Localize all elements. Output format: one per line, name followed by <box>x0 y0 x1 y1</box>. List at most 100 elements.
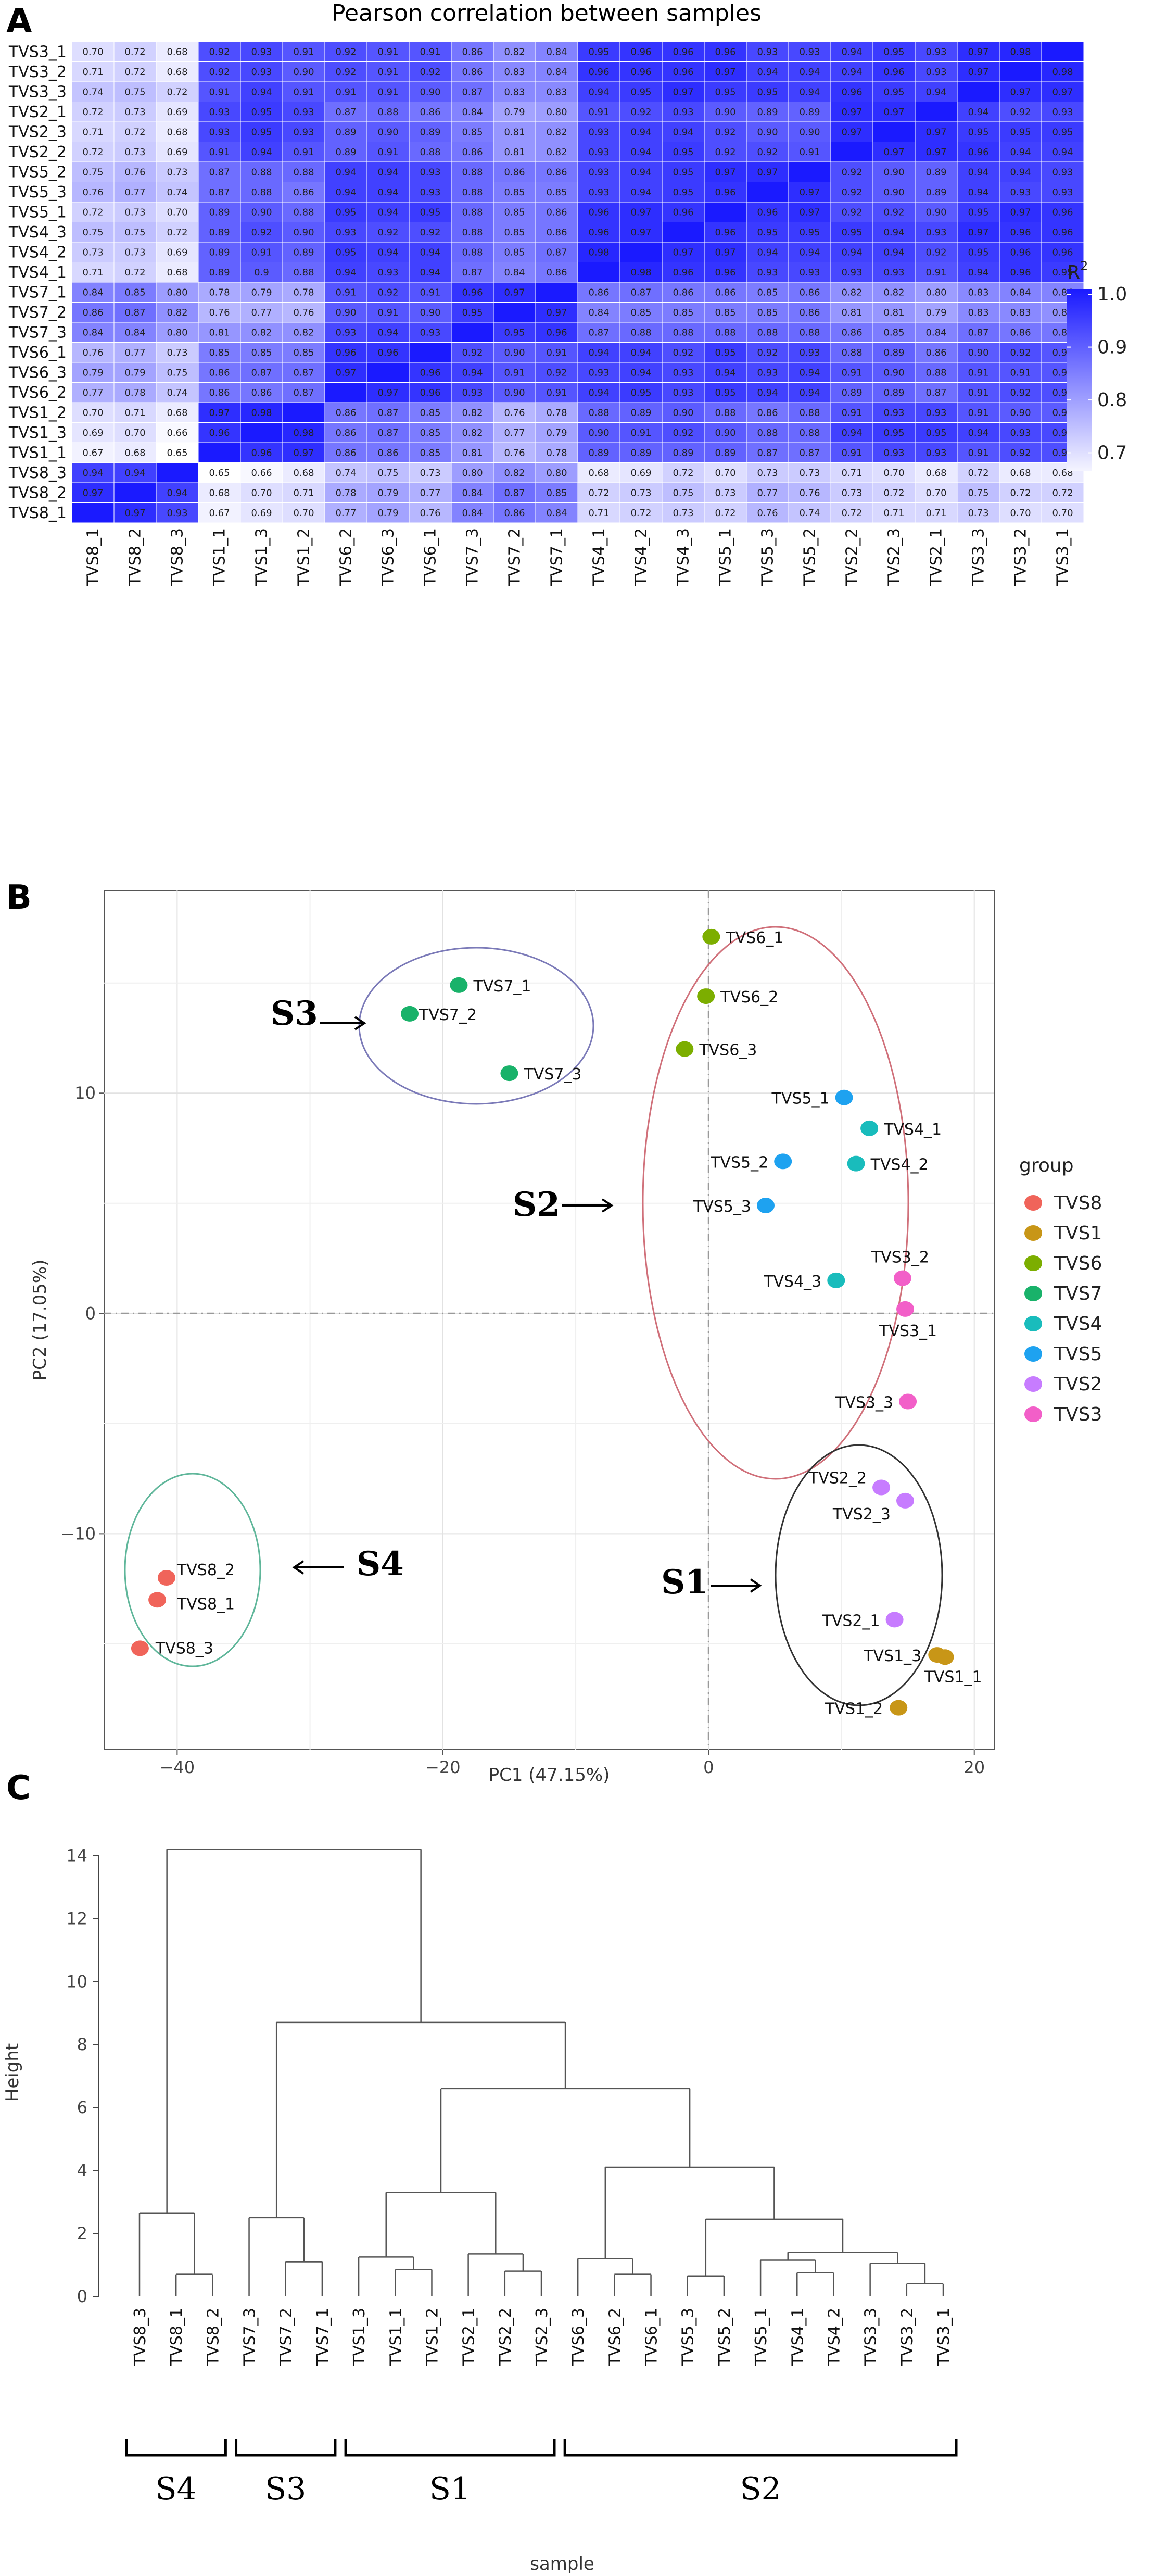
pca-legend-label: TVS7 <box>1054 1283 1102 1304</box>
heatmap-cell <box>71 202 115 222</box>
heatmap-cell <box>915 322 958 343</box>
heatmap-cell-value: 0.68 <box>167 127 187 137</box>
heatmap-cell-value: 0.75 <box>124 227 145 238</box>
heatmap-cell-value: 0.72 <box>124 127 145 137</box>
heatmap-cell-value: 0.92 <box>841 167 862 178</box>
heatmap-row-label: TVS6_1 <box>8 344 67 362</box>
pca-point <box>757 1198 775 1213</box>
heatmap-cell <box>830 502 873 523</box>
heatmap-cell <box>324 502 367 523</box>
heatmap-cell-value: 0.93 <box>588 187 609 198</box>
heatmap-cell <box>788 462 831 483</box>
heatmap-cell <box>957 302 1000 323</box>
heatmap-col-label: TVS3_3 <box>970 528 988 586</box>
cluster-annotation: S2 <box>513 1185 560 1224</box>
heatmap-cell <box>704 102 747 122</box>
pca-point-label: TVS1_3 <box>863 1647 921 1665</box>
heatmap-cell-value: 0.79 <box>251 287 272 298</box>
cluster-arrow-head <box>292 1560 305 1575</box>
heatmap-cell-value: 0.81 <box>841 307 862 318</box>
heatmap-cell <box>746 102 789 122</box>
heatmap-cell-value: 0.91 <box>251 247 272 258</box>
heatmap-cell-value: 0.94 <box>841 46 862 57</box>
heatmap-cell-value: 0.94 <box>251 86 272 97</box>
heatmap-cell <box>957 41 1000 62</box>
heatmap-cell-value: 0.89 <box>209 227 230 238</box>
heatmap-cell <box>872 222 916 243</box>
heatmap-cell-value: 0.72 <box>1052 487 1073 498</box>
heatmap-cell-value: 0.76 <box>124 167 145 178</box>
heatmap-cell <box>577 161 620 182</box>
heatmap-cell <box>156 142 199 162</box>
pca-point <box>899 1393 917 1410</box>
heatmap-cell <box>999 102 1042 122</box>
heatmap-cell-value: 0.96 <box>841 86 862 97</box>
cluster-arrow-head <box>601 1198 614 1213</box>
heatmap-cell-value: 0.94 <box>377 207 398 218</box>
pca-legend-label: TVS4 <box>1054 1313 1102 1335</box>
heatmap-cell <box>240 161 283 182</box>
heatmap-cell <box>409 242 452 262</box>
heatmap-cell-value: 0.68 <box>167 46 187 57</box>
heatmap-cell-value: 0.77 <box>335 508 356 519</box>
heatmap-cell <box>198 502 241 523</box>
heatmap-cell-value: 0.85 <box>420 447 440 458</box>
heatmap-cell <box>577 222 620 243</box>
heatmap-cell-value: 0.88 <box>462 207 483 218</box>
pca-legend-key <box>1024 1195 1042 1211</box>
heatmap-cell-value: 0.86 <box>757 407 778 418</box>
heatmap-cell-value: 0.95 <box>925 428 946 438</box>
heatmap-cell <box>71 61 115 82</box>
heatmap-cell-value: 0.85 <box>715 307 735 318</box>
heatmap-cell <box>156 81 199 102</box>
heatmap-cell-value: 0.95 <box>1052 127 1073 137</box>
heatmap-cell <box>113 462 157 483</box>
heatmap-cell-value: 0.94 <box>673 127 693 137</box>
dendrogram-ytick-label: 0 <box>77 2286 87 2306</box>
heatmap-cell-value: 0.91 <box>377 67 398 78</box>
heatmap-cell <box>619 41 663 62</box>
pca-xtick-label: 0 <box>703 1757 714 1777</box>
heatmap-cell-value: 0.94 <box>799 367 820 378</box>
heatmap-cell <box>872 262 916 283</box>
heatmap-cell <box>788 382 831 403</box>
heatmap-cell <box>788 342 831 363</box>
heatmap-cell <box>366 41 410 62</box>
heatmap-cell-value: 0.73 <box>715 487 735 498</box>
heatmap-cell-value: 0.71 <box>841 468 862 479</box>
pca-point-label: TVS7_3 <box>523 1065 581 1084</box>
heatmap-row-label: TVS3_2 <box>8 63 67 81</box>
heatmap-cell-value: 0.87 <box>504 487 525 498</box>
heatmap-cell-value: 0.93 <box>251 46 272 57</box>
heatmap-cell <box>872 482 916 503</box>
heatmap-cell <box>324 382 367 403</box>
heatmap-cell-value: 0.85 <box>630 307 651 318</box>
heatmap-cell-value: 0.79 <box>546 428 567 438</box>
heatmap-cell-value: 0.93 <box>420 167 440 178</box>
heatmap-cell <box>915 342 958 363</box>
heatmap-cell-value: 0.74 <box>167 387 187 398</box>
heatmap-cell <box>915 442 958 463</box>
heatmap-cell-value: 0.70 <box>167 207 187 218</box>
heatmap-cell-value: 0.96 <box>251 447 272 458</box>
dendrogram-leaf-label: TVS8_3 <box>131 2308 149 2366</box>
heatmap-cell-value: 0.69 <box>630 468 651 479</box>
heatmap-cell-value: 0.93 <box>883 447 904 458</box>
heatmap-cell-value: 0.90 <box>420 307 440 318</box>
pca-point-label: TVS5_1 <box>771 1090 830 1108</box>
heatmap-cell-value: 0.69 <box>167 247 187 258</box>
pca-ytick-label: 10 <box>74 1083 96 1103</box>
heatmap-cell <box>535 102 578 122</box>
heatmap-cell-value: 0.94 <box>377 167 398 178</box>
heatmap-cell-value: 0.94 <box>420 247 440 258</box>
heatmap-cell <box>830 61 873 82</box>
pca-legend-label: TVS6 <box>1054 1253 1102 1274</box>
heatmap-cell-value: 0.94 <box>167 487 187 498</box>
pca-legend-key <box>1024 1316 1042 1331</box>
heatmap-cell-value: 0.75 <box>167 367 187 378</box>
heatmap-cell-value: 0.92 <box>883 207 904 218</box>
heatmap-cell <box>830 302 873 323</box>
heatmap-cell-value: 0.92 <box>1010 107 1031 118</box>
pca-point <box>500 1065 518 1082</box>
heatmap-cell <box>451 242 494 262</box>
